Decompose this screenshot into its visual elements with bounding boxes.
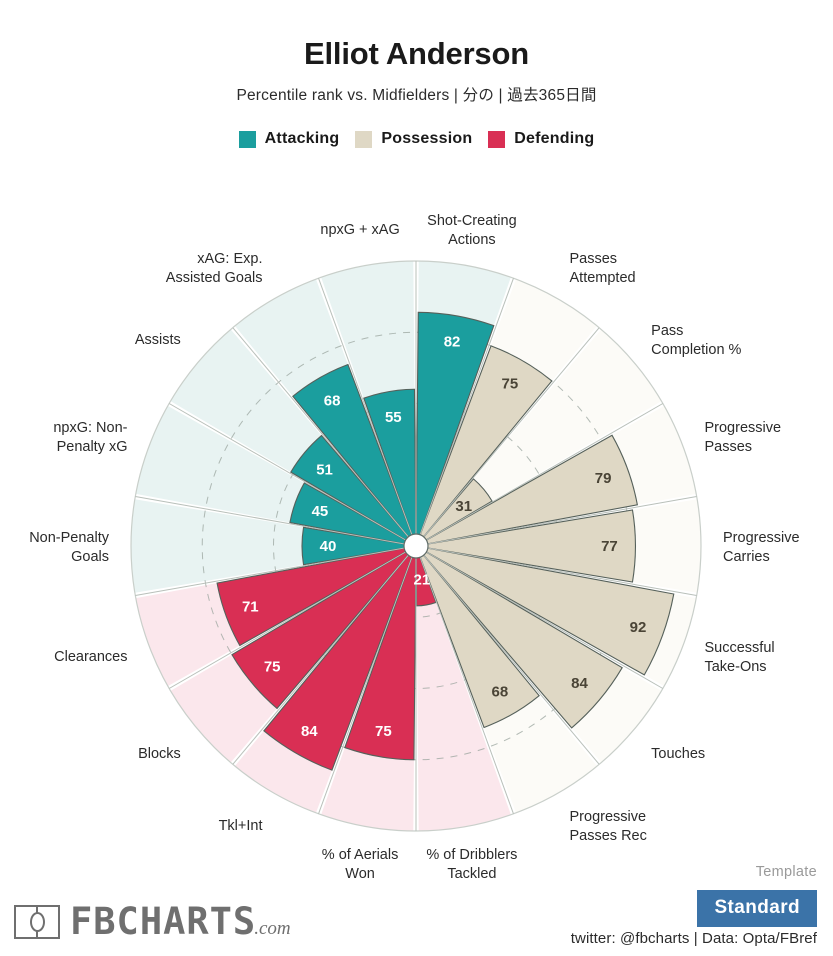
chart-value-label: 21 (414, 571, 431, 588)
chart-spoke (415, 403, 664, 547)
page-title: Elliot Anderson (304, 36, 529, 71)
legend-label-attacking: Attacking (264, 130, 340, 147)
fbcharts-logo[interactable]: FBCHARTS .com (14, 903, 291, 940)
chart-spokes (135, 261, 697, 831)
chart-value-slice[interactable] (415, 509, 636, 583)
chart-value-label: 51 (316, 461, 333, 478)
chart-value-label: 75 (502, 375, 519, 392)
chart-category-label: Non-Penalty Goals (29, 530, 110, 565)
football-pitch-icon (14, 904, 60, 939)
chart-value-slice[interactable] (231, 545, 417, 710)
chart-category-label: Clearances (54, 649, 127, 665)
logo-wordmark: FBCHARTS (70, 900, 257, 943)
chart-spoke (135, 545, 417, 596)
page-subtitle: Percentile rank vs. Midfielders | 分の | 過… (236, 87, 597, 104)
chart-value-label: 68 (324, 393, 341, 410)
chart-value-label: 75 (264, 659, 281, 676)
chart-track-slice (130, 499, 416, 593)
chart-value-slice[interactable] (216, 545, 417, 647)
chart-value-label: 45 (312, 503, 329, 520)
chart-value-slice[interactable] (301, 526, 417, 566)
chart-spoke (135, 496, 417, 547)
chart-spoke (415, 545, 600, 765)
chart-value-slice[interactable] (415, 434, 638, 547)
chart-spoke (168, 545, 417, 689)
chart-spoke (415, 545, 514, 814)
legend-label-defending: Defending (514, 130, 595, 147)
chart-value-label: 75 (375, 723, 392, 740)
chart-value-label: 84 (571, 675, 588, 692)
chart-category-label: Progressive Passes (704, 420, 781, 455)
legend-label-possession: Possession (381, 130, 473, 147)
chart-category-label: % of Aerials Won (322, 847, 399, 882)
chart-category-label: Pass Completion % (651, 323, 741, 358)
legend-item-defending[interactable]: Defending (488, 130, 594, 148)
chart-spoke (415, 278, 514, 547)
chart-category-label: Shot-Creating Actions (427, 213, 516, 248)
chart-value-slice[interactable] (415, 545, 623, 729)
chart-category-label: Touches (651, 746, 705, 762)
chart-category-label: npxG + xAG (320, 222, 399, 238)
chart-value-slice[interactable] (415, 478, 493, 547)
chart-category-label: % of Dribblers Tackled (426, 847, 517, 882)
credit-line: twitter: @fbcharts | Data: Opta/FBref (570, 930, 817, 947)
template-badge[interactable]: Standard (697, 890, 817, 927)
chart-category-label: Tkl+Int (219, 818, 263, 834)
chart-value-label: 79 (595, 470, 612, 487)
chart-spoke (318, 545, 417, 814)
chart-value-slice[interactable] (289, 482, 417, 547)
chart-value-label: 82 (444, 333, 461, 350)
chart-value-label: 71 (242, 598, 259, 615)
chart-value-slice[interactable] (344, 545, 417, 761)
chart-category-label: xAG: Exp. Assisted Goals (166, 251, 263, 286)
legend-swatch-defending (488, 130, 506, 148)
chart-value-wedges (216, 311, 675, 771)
chart-center-hub (403, 533, 429, 559)
chart-value-labels: 82 75 31 79 77 92 84 68 21 75 84 75 71 40 45 51 68 55 (242, 333, 646, 739)
chart-value-slice[interactable] (290, 434, 417, 547)
chart-value-slice[interactable] (415, 311, 495, 547)
chart-spoke (415, 327, 600, 547)
chart-value-label: 40 (320, 538, 337, 555)
logo-domain-suffix: .com (254, 918, 291, 939)
chart-spoke (415, 545, 697, 596)
chart-axis-labels: Shot-Creating Actions Passes Attempted Pass C… (29, 213, 799, 882)
chart-value-slice[interactable] (415, 545, 540, 729)
legend-item-attacking[interactable]: Attacking (238, 130, 340, 148)
chart-value-label: 92 (630, 619, 647, 636)
legend-item-possession[interactable]: Possession (355, 130, 472, 148)
chart-spoke (415, 545, 664, 689)
chart-value-slice[interactable] (415, 545, 675, 676)
chart-category-label: Passes Attempted (570, 251, 636, 286)
chart-value-slice[interactable] (415, 345, 553, 547)
chart-value-label: 77 (601, 538, 618, 555)
chart-spoke (232, 327, 417, 547)
chart-category-label: npxG: Non-Penalty xG (53, 420, 127, 455)
chart-category-label: Progressive Passes Rec (570, 809, 647, 844)
chart-value-slice[interactable] (363, 388, 417, 547)
chart-value-label: 68 (492, 683, 509, 700)
chart-category-label: Blocks (138, 746, 181, 762)
chart-spoke (415, 496, 697, 547)
chart-value-label: 55 (385, 409, 402, 426)
chart-value-slice[interactable] (292, 363, 417, 547)
template-label: Template (755, 864, 817, 880)
legend: Attacking Possession Defending (0, 130, 833, 148)
chart-track-slice (416, 546, 511, 831)
legend-swatch-attacking (238, 130, 256, 148)
chart-spoke (168, 403, 417, 547)
chart-value-label: 31 (455, 498, 472, 515)
chart-value-slice[interactable] (263, 545, 417, 771)
chart-value-label: 84 (301, 723, 318, 740)
chart-category-label: Assists (135, 332, 181, 348)
chart-spoke (232, 545, 417, 765)
legend-swatch-possession (355, 130, 373, 148)
chart-category-label: Progressive Carries (723, 530, 800, 565)
chart-spoke (318, 278, 417, 547)
chart-category-label: Successful Take-Ons (704, 640, 774, 675)
